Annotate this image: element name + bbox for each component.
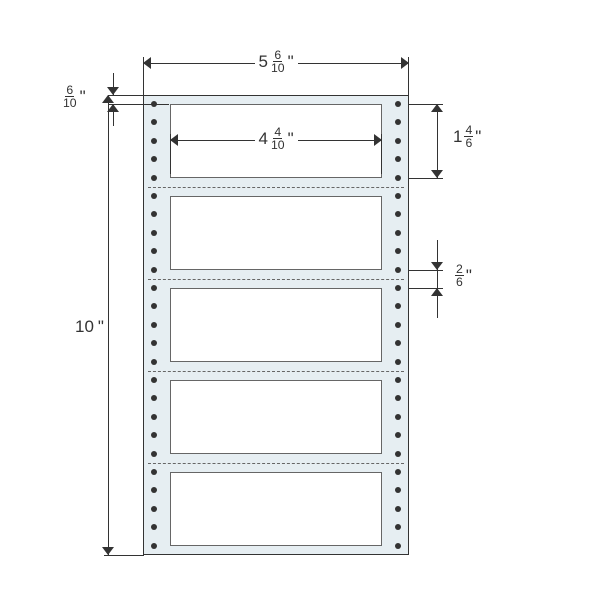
- tractor-hole: [395, 230, 401, 236]
- tractor-hole: [151, 175, 157, 181]
- dim-label-width: 4410": [255, 126, 298, 151]
- dim-label-gap: 26": [452, 263, 475, 288]
- tractor-hole: [151, 138, 157, 144]
- label-rect: [170, 472, 382, 546]
- tractor-hole: [395, 451, 401, 457]
- tractor-hole: [395, 543, 401, 549]
- label-rect: [170, 380, 382, 454]
- tractor-hole: [395, 267, 401, 273]
- tractor-hole: [151, 543, 157, 549]
- tractor-hole: [395, 193, 401, 199]
- tractor-hole: [151, 414, 157, 420]
- tractor-hole: [151, 267, 157, 273]
- tractor-hole: [151, 506, 157, 512]
- tractor-hole: [395, 506, 401, 512]
- tractor-hole: [151, 451, 157, 457]
- tractor-hole: [395, 322, 401, 328]
- tractor-hole: [151, 359, 157, 365]
- dim-sheet-height: 10": [72, 316, 107, 337]
- perforation-line: [148, 371, 404, 372]
- tractor-hole: [151, 469, 157, 475]
- tractor-hole: [395, 469, 401, 475]
- dim-label-height: 146": [450, 124, 484, 149]
- tractor-hole: [151, 322, 157, 328]
- tractor-hole: [151, 377, 157, 383]
- tractor-hole: [151, 193, 157, 199]
- dim-sheet-width: 5610": [255, 49, 298, 74]
- tractor-hole: [395, 359, 401, 365]
- perforation-line: [148, 187, 404, 188]
- label-rect: [170, 288, 382, 362]
- tractor-hole: [395, 138, 401, 144]
- tractor-hole: [395, 101, 401, 107]
- dim-top-margin: 610": [62, 84, 86, 109]
- tractor-hole: [395, 285, 401, 291]
- tractor-hole: [395, 414, 401, 420]
- tractor-hole: [151, 230, 157, 236]
- tractor-hole: [395, 175, 401, 181]
- label-rect: [170, 196, 382, 270]
- perforation-line: [148, 279, 404, 280]
- tractor-hole: [395, 377, 401, 383]
- tractor-hole: [151, 285, 157, 291]
- perforation-line: [148, 463, 404, 464]
